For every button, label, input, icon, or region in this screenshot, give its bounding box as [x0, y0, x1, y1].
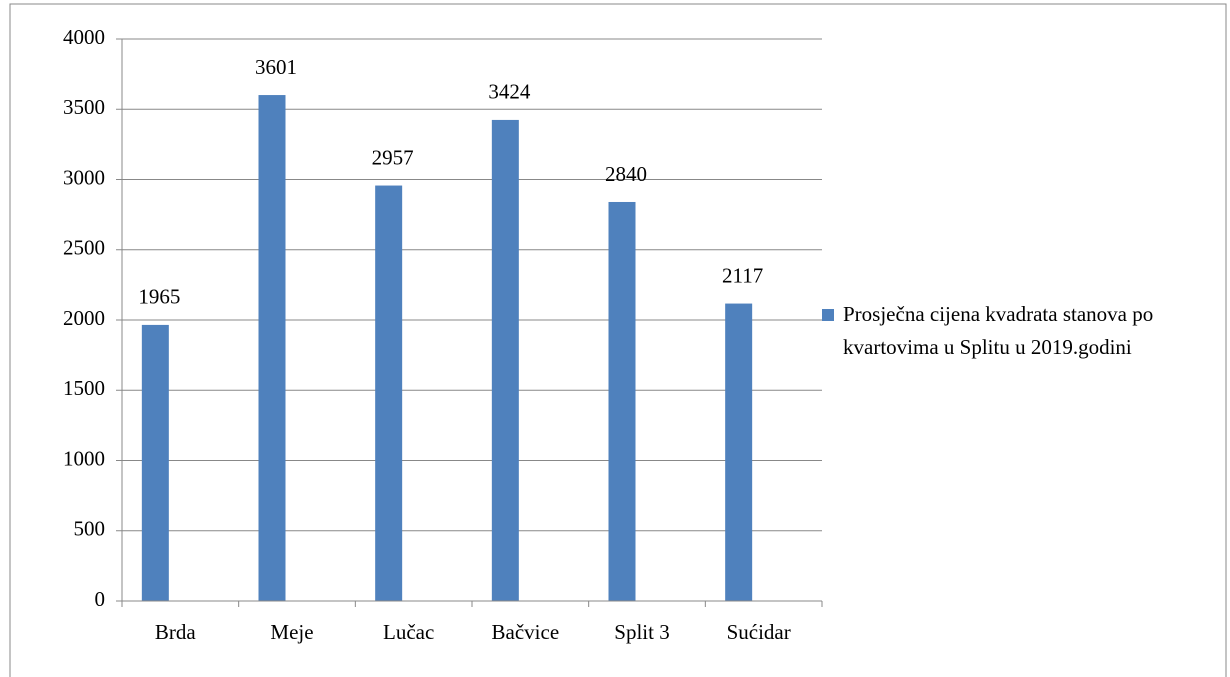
- y-tick-label: 3000: [63, 165, 105, 189]
- y-tick-label: 2500: [63, 236, 105, 260]
- chart-border: [9, 3, 1227, 677]
- x-tick-label: Bačvice: [492, 620, 560, 644]
- x-tick-label: Sućidar: [727, 620, 791, 644]
- data-label: 2957: [372, 145, 414, 169]
- y-tick-label: 1500: [63, 376, 105, 400]
- y-tick-label: 0: [95, 587, 106, 611]
- x-tick-label: Lučac: [383, 620, 434, 644]
- bar: [141, 324, 169, 601]
- data-label: 1965: [138, 285, 180, 309]
- bar: [725, 303, 753, 601]
- y-tick-label: 2000: [63, 306, 105, 330]
- bar: [375, 185, 403, 601]
- data-label: 3424: [488, 80, 531, 104]
- legend: Prosječna cijena kvadrata stanova po kva…: [822, 298, 1222, 364]
- x-tick-label: Brda: [155, 620, 197, 644]
- x-tick-label: Meje: [270, 620, 313, 644]
- y-tick-label: 4000: [63, 25, 105, 49]
- x-tick-label: Split 3: [614, 620, 669, 644]
- bar: [491, 119, 519, 601]
- y-tick-label: 3500: [63, 95, 105, 119]
- bar: [258, 95, 286, 601]
- y-tick-label: 500: [74, 517, 106, 541]
- data-label: 3601: [255, 55, 297, 79]
- legend-key: [822, 309, 834, 321]
- bar: [608, 201, 636, 602]
- data-label: 2117: [722, 263, 763, 287]
- legend-label: Prosječna cijena kvadrata stanova po kva…: [843, 302, 1154, 359]
- data-label: 2840: [605, 162, 647, 186]
- y-tick-label: 1000: [63, 446, 105, 470]
